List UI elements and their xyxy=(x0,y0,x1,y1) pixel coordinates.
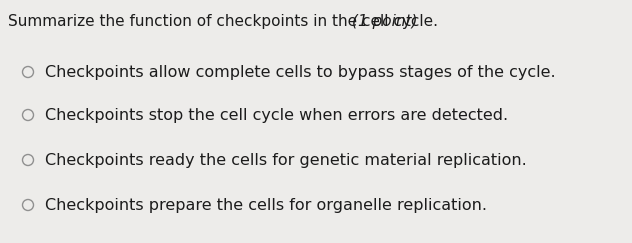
Text: Checkpoints prepare the cells for organelle replication.: Checkpoints prepare the cells for organe… xyxy=(45,198,487,212)
Text: Checkpoints ready the cells for genetic material replication.: Checkpoints ready the cells for genetic … xyxy=(45,153,526,167)
Text: Checkpoints stop the cell cycle when errors are detected.: Checkpoints stop the cell cycle when err… xyxy=(45,107,508,122)
Text: (1 point): (1 point) xyxy=(353,14,418,29)
Text: Checkpoints allow complete cells to bypass stages of the cycle.: Checkpoints allow complete cells to bypa… xyxy=(45,64,556,79)
Text: Summarize the function of checkpoints in the cell cycle.: Summarize the function of checkpoints in… xyxy=(8,14,447,29)
